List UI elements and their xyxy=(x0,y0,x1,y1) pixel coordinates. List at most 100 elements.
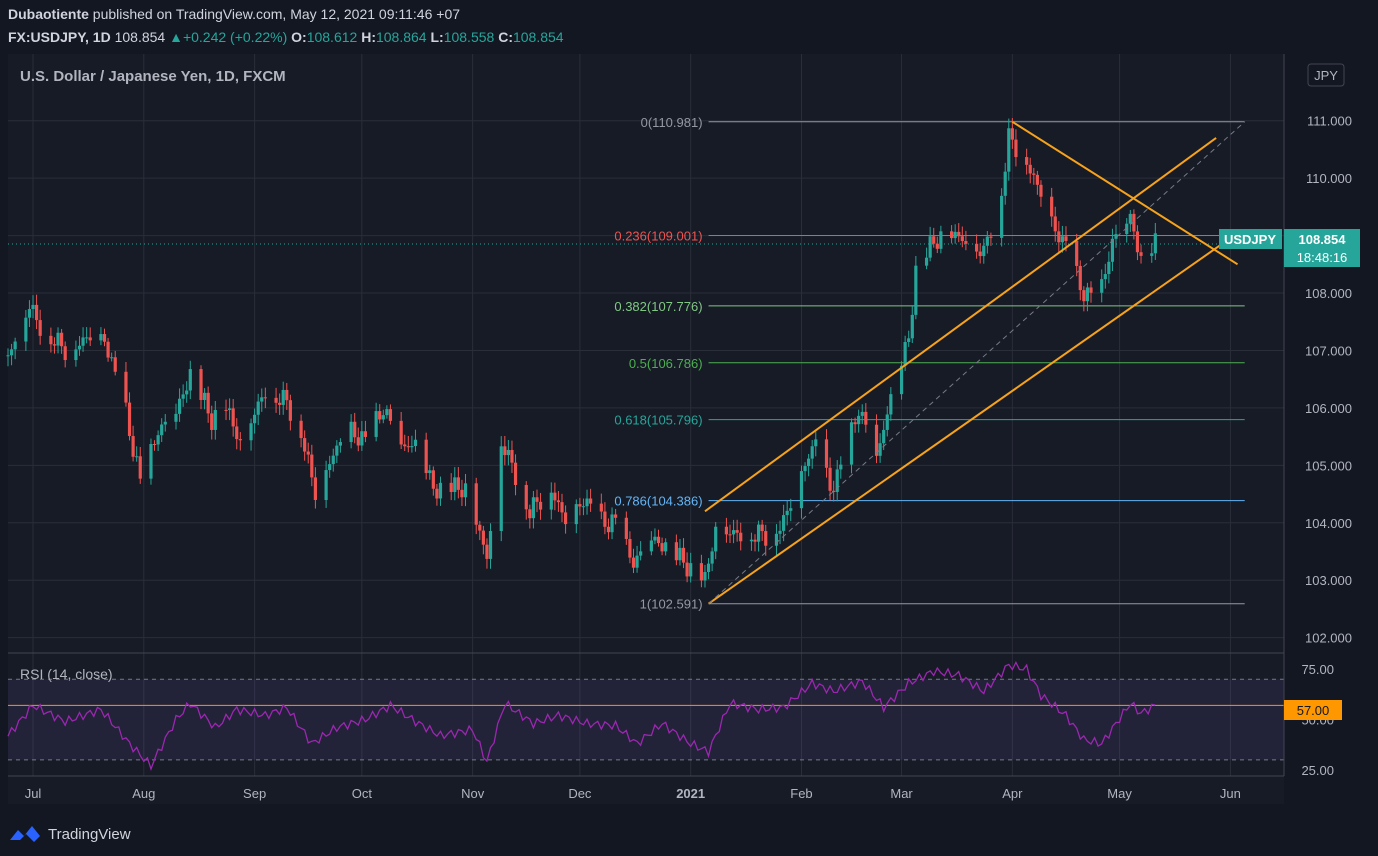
price-tick-label: 111.000 xyxy=(1307,114,1352,129)
candle-body xyxy=(281,389,285,405)
candle-body xyxy=(782,515,786,531)
candle-body xyxy=(228,408,232,411)
candle-body xyxy=(328,464,332,471)
candle-body xyxy=(81,337,85,346)
symbol-label: FX:USDJPY, 1D xyxy=(8,29,111,45)
candle-body xyxy=(335,445,339,456)
tradingview-brand[interactable]: TradingView xyxy=(8,822,131,846)
candle-body xyxy=(932,236,936,244)
candle-body xyxy=(699,563,704,581)
candle-body xyxy=(253,414,257,424)
fibonacci-retracement[interactable]: 0(110.981) 0.236(109.001) 0.382(107.776) 0.… xyxy=(614,115,1245,612)
candle-body xyxy=(9,349,14,356)
candle-body xyxy=(914,265,918,315)
candle-body xyxy=(985,236,989,246)
candle-body xyxy=(231,408,235,427)
candle-body xyxy=(135,456,139,458)
candle-body xyxy=(1014,139,1018,158)
published-text: published on TradingView.com, May 12, 20… xyxy=(92,6,461,22)
candle-body xyxy=(85,337,89,339)
candle-body xyxy=(810,446,814,459)
candle-body xyxy=(1103,274,1107,280)
time-tick-label: Feb xyxy=(790,786,812,801)
candle-body xyxy=(574,504,578,525)
candle-body xyxy=(1089,287,1093,293)
candle-body xyxy=(1100,279,1104,293)
candle-body xyxy=(74,349,78,361)
candle-body xyxy=(785,510,789,516)
candle-body xyxy=(724,526,729,535)
price-tag-value-bg xyxy=(1284,229,1360,267)
fib-level-label: 0.5(106.786) xyxy=(629,356,703,371)
time-tick-label: Jun xyxy=(1220,786,1241,801)
candle-body xyxy=(864,411,868,425)
candle-body xyxy=(749,539,754,542)
price-countdown: 18:48:16 xyxy=(1297,250,1348,265)
candle-body xyxy=(110,357,114,359)
candle-body xyxy=(753,539,757,542)
candle-body xyxy=(124,371,128,403)
rsi-pane xyxy=(7,660,1284,771)
candle-body xyxy=(31,304,35,310)
candle-body xyxy=(1132,213,1136,232)
candle-body xyxy=(1050,196,1054,217)
candle-body xyxy=(449,482,453,492)
candle-body xyxy=(538,501,543,510)
trendlines[interactable] xyxy=(704,120,1246,605)
chart-frame xyxy=(8,54,1284,804)
candle-body xyxy=(1139,252,1143,256)
candle-body xyxy=(599,503,603,512)
candle-body xyxy=(13,341,17,350)
time-tick-label: Sep xyxy=(243,786,266,801)
chart-area[interactable]: 0(110.981) 0.236(109.001) 0.382(107.776) 0.… xyxy=(0,52,1378,814)
rsi-line xyxy=(7,660,1156,771)
candle-body xyxy=(56,332,60,346)
up-arrow-icon: ▲ xyxy=(169,29,183,45)
rsi-tag-value: 57.00 xyxy=(1297,703,1330,718)
candle-body xyxy=(60,332,64,347)
price-candles xyxy=(6,118,1157,588)
candle-body xyxy=(874,424,879,456)
author-name[interactable]: Dubaotiente xyxy=(8,6,89,22)
candle-body xyxy=(799,471,804,509)
candle-body xyxy=(485,544,489,559)
candle-body xyxy=(1039,184,1043,197)
candle-body xyxy=(664,542,668,552)
candle-body xyxy=(924,257,929,266)
candle-body xyxy=(524,484,528,510)
candle-body xyxy=(456,477,460,490)
candle-body xyxy=(113,357,117,372)
candle-body xyxy=(606,526,611,533)
candle-body xyxy=(488,531,493,559)
candle-body xyxy=(202,392,207,401)
last-price: 108.854 xyxy=(114,29,166,45)
candle-body xyxy=(285,389,289,401)
candle-body xyxy=(1025,157,1029,165)
candle-body xyxy=(949,231,954,239)
candle-body xyxy=(689,563,693,577)
axes: 111.000110.000109.000108.000107.000106.0… xyxy=(8,54,1352,801)
price-tick-label: 105.000 xyxy=(1305,458,1352,473)
candle-body xyxy=(624,517,628,539)
candle-body xyxy=(238,439,242,441)
candle-body xyxy=(403,444,407,447)
candle-body xyxy=(1153,233,1157,254)
candle-body xyxy=(406,446,410,448)
price-tick-label: 103.000 xyxy=(1305,573,1352,588)
candle-body xyxy=(399,420,403,445)
candle-body xyxy=(1085,287,1090,302)
candle-body xyxy=(360,431,364,446)
fib-level-label: 0(110.981) xyxy=(641,115,703,130)
trendline xyxy=(708,121,1246,605)
candle-body xyxy=(678,547,682,561)
trendline xyxy=(1011,120,1239,266)
candle-body xyxy=(188,369,192,391)
candle-body xyxy=(185,390,189,395)
candle-body xyxy=(324,470,328,500)
candle-body xyxy=(614,514,618,518)
time-tick-label: Mar xyxy=(890,786,913,801)
candle-body xyxy=(857,415,861,425)
time-tick-label: Apr xyxy=(1002,786,1023,801)
tradingview-logo-icon xyxy=(10,826,40,842)
currency-button[interactable] xyxy=(1307,63,1345,87)
